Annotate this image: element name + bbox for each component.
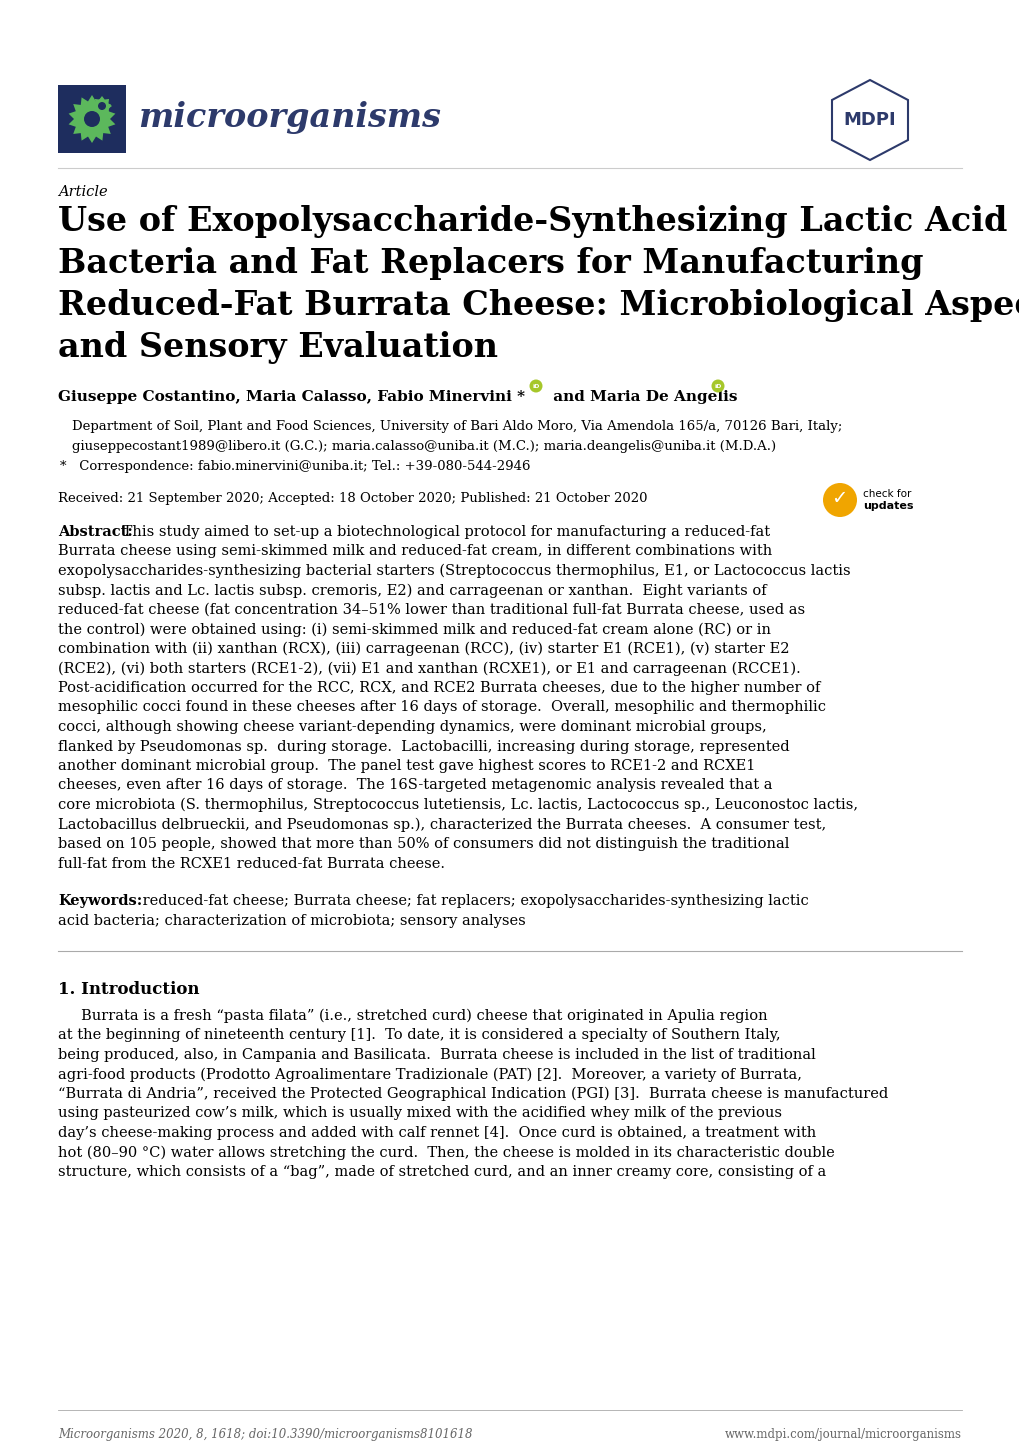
Text: Department of Soil, Plant and Food Sciences, University of Bari Aldo Moro, Via A: Department of Soil, Plant and Food Scien… [72, 420, 842, 433]
Text: Reduced-Fat Burrata Cheese: Microbiological Aspects: Reduced-Fat Burrata Cheese: Microbiologi… [58, 288, 1019, 322]
Text: being produced, also, in Campania and Basilicata.  Burrata cheese is included in: being produced, also, in Campania and Ba… [58, 1048, 815, 1061]
Text: subsp. lactis and Lc. lactis subsp. cremoris, E2) and carrageenan or xanthan.  E: subsp. lactis and Lc. lactis subsp. crem… [58, 584, 766, 598]
Text: day’s cheese-making process and added with calf rennet [4].  Once curd is obtain: day’s cheese-making process and added wi… [58, 1126, 815, 1141]
Text: Burrata is a fresh “pasta filata” (i.e., stretched curd) cheese that originated : Burrata is a fresh “pasta filata” (i.e.,… [58, 1009, 767, 1024]
Text: based on 105 people, showed that more than 50% of consumers did not distinguish : based on 105 people, showed that more th… [58, 836, 789, 851]
Text: agri-food products (Prodotto Agroalimentare Tradizionale (PAT) [2].  Moreover, a: agri-food products (Prodotto Agroaliment… [58, 1067, 801, 1082]
Text: acid bacteria; characterization of microbiota; sensory analyses: acid bacteria; characterization of micro… [58, 913, 525, 927]
Text: Abstract:: Abstract: [58, 525, 132, 539]
Text: (RCE2), (vi) both starters (RCE1-2), (vii) E1 and xanthan (RCXE1), or E1 and car: (RCE2), (vi) both starters (RCE1-2), (vi… [58, 662, 800, 676]
Text: exopolysaccharides-synthesizing bacterial starters (Streptococcus thermophilus, : exopolysaccharides-synthesizing bacteria… [58, 564, 850, 578]
Text: core microbiota (S. thermophilus, Streptococcus lutetiensis, Lc. lactis, Lactoco: core microbiota (S. thermophilus, Strept… [58, 797, 857, 812]
Text: cheeses, even after 16 days of storage.  The 16S-targeted metagenomic analysis r: cheeses, even after 16 days of storage. … [58, 779, 771, 793]
Text: reduced-fat cheese (fat concentration 34–51% lower than traditional full-fat Bur: reduced-fat cheese (fat concentration 34… [58, 603, 804, 617]
Text: Keywords:: Keywords: [58, 894, 142, 908]
Text: giuseppecostant1989@libero.it (G.C.); maria.calasso@uniba.it (M.C.); maria.deang: giuseppecostant1989@libero.it (G.C.); ma… [72, 440, 775, 453]
Text: cocci, although showing cheese variant-depending dynamics, were dominant microbi: cocci, although showing cheese variant-d… [58, 720, 766, 734]
Text: Lactobacillus delbrueckii, and Pseudomonas sp.), characterized the Burrata chees: Lactobacillus delbrueckii, and Pseudomon… [58, 818, 825, 832]
Circle shape [529, 379, 542, 392]
Text: *   Correspondence: fabio.minervini@uniba.it; Tel.: +39-080-544-2946: * Correspondence: fabio.minervini@uniba.… [60, 460, 530, 473]
Text: Use of Exopolysaccharide-Synthesizing Lactic Acid: Use of Exopolysaccharide-Synthesizing La… [58, 205, 1007, 238]
Text: iD: iD [532, 384, 539, 388]
Circle shape [822, 483, 856, 518]
Text: reduced-fat cheese; Burrata cheese; fat replacers; exopolysaccharides-synthesizi: reduced-fat cheese; Burrata cheese; fat … [138, 894, 808, 908]
Text: and Maria De Angelis: and Maria De Angelis [547, 389, 737, 404]
Text: www.mdpi.com/journal/microorganisms: www.mdpi.com/journal/microorganisms [725, 1428, 961, 1441]
Text: Giuseppe Costantino, Maria Calasso, Fabio Minervini *: Giuseppe Costantino, Maria Calasso, Fabi… [58, 389, 525, 404]
Text: structure, which consists of a “bag”, made of stretched curd, and an inner cream: structure, which consists of a “bag”, ma… [58, 1165, 825, 1180]
Text: and Sensory Evaluation: and Sensory Evaluation [58, 332, 497, 363]
Text: Article: Article [58, 185, 108, 199]
Text: updates: updates [862, 500, 913, 510]
Text: This study aimed to set-up a biotechnological protocol for manufacturing a reduc: This study aimed to set-up a biotechnolo… [118, 525, 769, 539]
Text: at the beginning of nineteenth century [1].  To date, it is considered a special: at the beginning of nineteenth century [… [58, 1028, 780, 1043]
Circle shape [98, 102, 106, 110]
Text: another dominant microbial group.  The panel test gave highest scores to RCE1-2 : another dominant microbial group. The pa… [58, 758, 755, 773]
Circle shape [711, 379, 723, 392]
FancyBboxPatch shape [58, 85, 126, 153]
Text: full-fat from the RCXE1 reduced-fat Burrata cheese.: full-fat from the RCXE1 reduced-fat Burr… [58, 857, 444, 871]
Text: hot (80–90 °C) water allows stretching the curd.  Then, the cheese is molded in : hot (80–90 °C) water allows stretching t… [58, 1145, 834, 1159]
Text: MDPI: MDPI [843, 111, 896, 128]
Circle shape [84, 111, 100, 127]
Text: mesophilic cocci found in these cheeses after 16 days of storage.  Overall, meso: mesophilic cocci found in these cheeses … [58, 701, 825, 714]
Polygon shape [68, 95, 115, 143]
Text: Microorganisms 2020, 8, 1618; doi:10.3390/microorganisms8101618: Microorganisms 2020, 8, 1618; doi:10.339… [58, 1428, 472, 1441]
Text: ✓: ✓ [830, 489, 847, 508]
Text: “Burrata di Andria”, received the Protected Geographical Indication (PGI) [3].  : “Burrata di Andria”, received the Protec… [58, 1087, 888, 1102]
Text: using pasteurized cow’s milk, which is usually mixed with the acidified whey mil: using pasteurized cow’s milk, which is u… [58, 1106, 782, 1120]
Text: iD: iD [713, 384, 721, 388]
Text: microorganisms: microorganisms [138, 101, 440, 134]
Text: the control) were obtained using: (i) semi-skimmed milk and reduced-fat cream al: the control) were obtained using: (i) se… [58, 623, 770, 637]
Polygon shape [92, 97, 112, 115]
Text: 1. Introduction: 1. Introduction [58, 981, 200, 998]
Text: check for: check for [862, 489, 911, 499]
Text: Burrata cheese using semi-skimmed milk and reduced-fat cream, in different combi: Burrata cheese using semi-skimmed milk a… [58, 545, 771, 558]
Text: Received: 21 September 2020; Accepted: 18 October 2020; Published: 21 October 20: Received: 21 September 2020; Accepted: 1… [58, 492, 647, 505]
Text: flanked by Pseudomonas sp.  during storage.  Lactobacilli, increasing during sto: flanked by Pseudomonas sp. during storag… [58, 740, 789, 754]
Text: Bacteria and Fat Replacers for Manufacturing: Bacteria and Fat Replacers for Manufactu… [58, 247, 922, 280]
Text: combination with (ii) xanthan (RCX), (iii) carrageenan (RCC), (iv) starter E1 (R: combination with (ii) xanthan (RCX), (ii… [58, 642, 789, 656]
Text: Post-acidification occurred for the RCC, RCX, and RCE2 Burrata cheeses, due to t: Post-acidification occurred for the RCC,… [58, 681, 819, 695]
